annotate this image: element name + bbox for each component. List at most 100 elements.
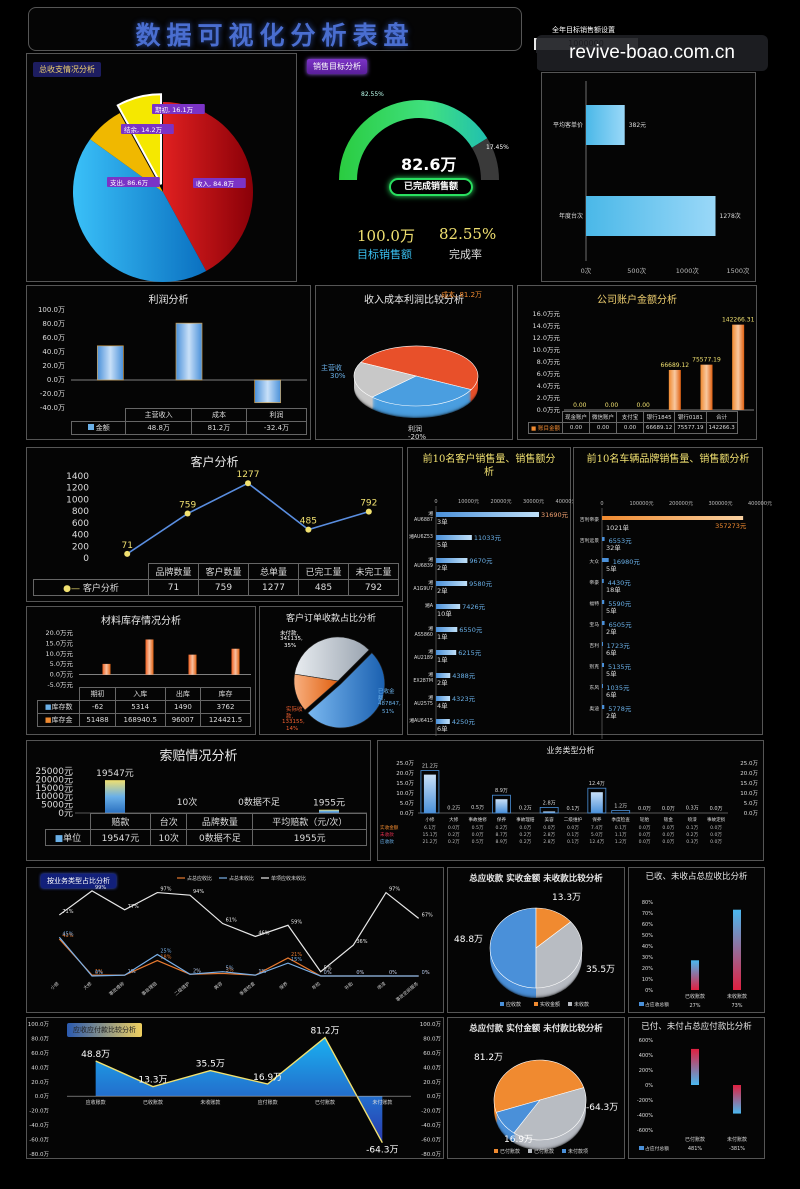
p1-label-1: 支出, 86.6万 [110,178,149,187]
target-setting-label: 全年目标销售额设置 [552,26,615,34]
p16-ytick-3: 50% [642,933,653,939]
p3-xtick-0: 0次 [581,266,592,275]
rate-value: 82.55% [439,225,497,243]
p12-val-0: 19547元 [96,769,134,779]
p8-bar-8 [436,696,451,701]
p8-count-3: 2单 [437,586,448,595]
p9-cat-9: 奥迪 [589,705,599,712]
p8-val-8: 4323元 [452,695,476,703]
p6-ytick-4: 8.0万元 [537,358,561,366]
p3-val-0: 382元 [629,122,646,129]
p8-xtick-1: 10000元 [458,499,479,505]
p6-ytick-3: 10.0万元 [533,346,561,354]
gauge-left-pct: 82.55% [361,91,384,98]
rec-pay-panel: 100.0万 100.0万 80.0万 80.0万 60.0万 60.0万 40.0万 40.… [26,1017,444,1159]
top10-customers-panel: 前10名客户销售量、销售额分析 0 10000元 20000元 30000元 40000… [407,447,576,736]
p9-count-6: 6单 [606,648,617,657]
p3-xtick-2: 1000次 [676,266,700,275]
p14-s0-pt-10: 0% [389,970,397,976]
p14-s0-pt-1: 1% [95,969,103,975]
p4-ytick-5: 0.0万 [47,376,65,384]
p10-ytick-5: -5.0万元 [47,681,73,689]
p9-cat-5: 宝马 [589,621,599,628]
p19-ytick-2: 200% [639,1068,654,1074]
p18-label-2: 16.9万 [504,1135,533,1145]
p17-val-4: 81.2万 [310,1027,339,1037]
p9-val-3: 4430元 [608,579,632,587]
p17-ytick-r-4: 20.0万 [423,1079,441,1086]
p19-ytick-4: -200% [637,1098,653,1104]
op-label-0: 未付款, [280,631,299,637]
rev-cost-label-profit: 利润 [408,425,422,433]
p9-xtick-3: 300000元 [708,501,732,507]
p8-val-2: 9670元 [469,557,493,565]
p15-legend-swatch-2 [568,1002,572,1006]
p9-cat-1: 吉利远景 [580,537,599,544]
claims-val-0: 19547元 [89,829,152,846]
p13-cat-6: 二级维护 [564,816,583,823]
page-title: 数据可视化分析表盘 [135,21,415,50]
p13-s2-val-11: 0.3万 [686,839,698,845]
p13-s2-val-6: 0.1万 [567,839,579,845]
p7-val-4: 792 [360,499,377,509]
p13-cat-10: 钣金 [664,816,674,823]
p12-bar-3 [319,809,339,813]
op-label-8: 款, [286,714,294,720]
p13-s0-val-10: 0.0万 [662,825,674,831]
p8-count-6: 1单 [437,655,448,664]
p8-val-9: 4250元 [452,718,476,726]
p9-val-7: 5135元 [608,663,632,671]
header-title-box: 数据可视化分析表盘 [28,7,522,51]
p13-s0-val-1: 0.0万 [448,825,460,831]
p13-cat-5: 美容 [545,816,555,823]
p10-ytick-3: 5.0万元 [50,660,74,668]
profit-val-1: 81.2万 [190,421,247,435]
p13-ytick-r-5: 0.0万 [744,810,759,817]
p13-s1-val-7: 5.0万 [591,832,603,838]
p9-cat-7: 别克 [589,663,599,670]
customer-series: ●— 客户分析 [33,579,149,596]
profit-val-2: -32.4万 [245,421,308,435]
inventory-series-0: ■库存数 [36,700,81,714]
op-label-4: 额, [378,696,386,702]
p8-val-6: 6215元 [458,649,482,657]
p6-ytick-8: 0.0万元 [537,406,561,414]
account-cat-1: 微信账户 [588,411,618,423]
op-label-1: 341135, [280,636,303,642]
p17-ytick-r-5: 0.0万 [427,1093,442,1100]
rec-pay-area-chart: 100.0万 100.0万 80.0万 80.0万 60.0万 60.0万 40.0万 40.… [28,1021,442,1158]
customer-panel: 客户分析 1400 1200 1000 800 600 400 200 0 71 759 1277 4… [26,447,403,602]
p13-s1-val-9: 0.0万 [639,832,651,838]
rev-cost-pie [353,345,479,418]
p17-val-0: 48.8万 [81,1050,110,1060]
p13-frame-8 [611,810,631,814]
p6-ytick-5: 6.0万元 [537,370,561,378]
customer-val-0: 71 [148,579,199,596]
claims-panel: 索赔情况分析 25000元 20000元 15000元 10000元 5000元 0元 19… [26,740,371,861]
p13-cat-11: 喷漆 [688,816,698,823]
p1-label-2: 结余, 14.2万 [124,125,163,134]
business-ratio-chart: 43%1% 1%18%2% 3% 1%21%0% 0% 0% 0%45%0% 1%25%2% 5… [49,875,433,1003]
p13-val-1: 0.2万 [447,806,460,812]
income-expense-tag: 总收支情况分析 [33,62,101,77]
account-panel: 公司账户金额分析 16.0万元 14.0万元 12.0万元 10.0万元 8.0万元 6.… [517,285,757,440]
inventory-s1-val-1: 168940.5 [114,713,166,727]
p17-val-1: 13.3万 [138,1076,167,1086]
p14-s0-pt-7: 21% [291,952,302,958]
p1-label-bg-2 [121,124,174,134]
p8-cat-7: 湘 [428,671,433,678]
inventory-s0-val-1: 5314 [114,700,166,714]
p13-val-9: 0.0万 [638,806,651,812]
p13-s2-val-10: 0.0万 [662,839,674,845]
p13-s2-val-8: 1.2万 [615,839,627,845]
p16-ytick-8: 0% [645,988,653,994]
p6-ytick-1: 14.0万元 [533,322,561,330]
p8-cat-0: 湘 [428,510,433,517]
p18-legend-swatch-1 [528,1149,532,1153]
p12-ytick-4: 5000元 [41,801,73,811]
p6-val-2: 0.00 [636,402,650,409]
p9-val-5: 6505元 [609,621,633,629]
gauge-done-arc [339,99,488,180]
p13-cat-3: 保养 [497,816,507,823]
inventory-table: 期初 入库 出库 库存 ■库存数 -62 5314 1490 3762 ■库存金 51488 16… [36,687,251,727]
